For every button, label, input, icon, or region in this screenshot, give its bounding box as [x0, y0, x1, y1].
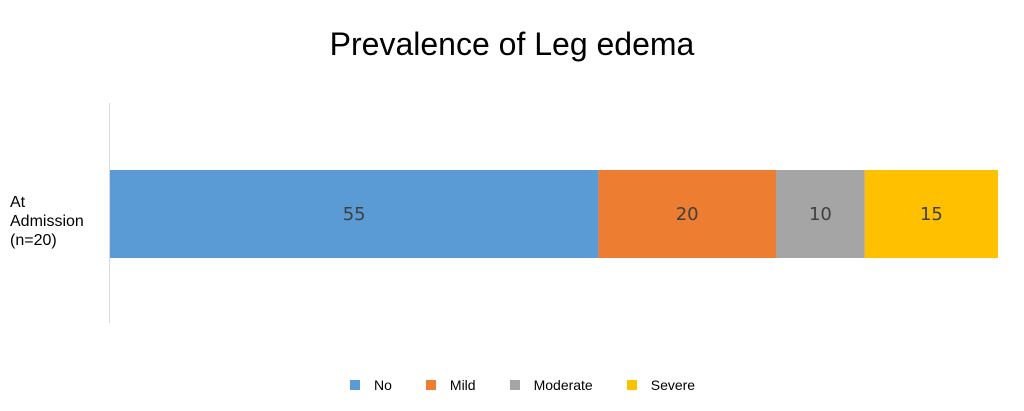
legend-swatch-no	[350, 380, 360, 390]
data-label-mild: 20	[676, 204, 699, 225]
legend-item-moderate: Moderate	[509, 377, 593, 393]
legend-item-mild: Mild	[425, 377, 476, 393]
legend-item-no: No	[350, 377, 392, 393]
legend-label-severe: Severe	[650, 377, 696, 393]
data-label-no: 55	[343, 204, 366, 225]
legend-item-severe: Severe	[626, 377, 696, 393]
legend-label-mild: Mild	[449, 377, 476, 393]
legend-swatch-moderate	[509, 380, 520, 390]
bar-segment-moderate	[776, 170, 865, 258]
bar-segment-no	[110, 170, 599, 258]
legend: No Mild Moderate Severe	[350, 375, 729, 395]
bar-segment-mild	[598, 170, 776, 258]
legend-swatch-mild	[425, 380, 436, 390]
category-label: At Admission (n=20)	[10, 194, 84, 249]
bar-segment-severe	[864, 170, 998, 258]
data-label-moderate: 10	[809, 204, 832, 225]
data-label-severe: 15	[920, 204, 943, 225]
legend-label-moderate: Moderate	[533, 377, 593, 393]
chart-title: Prevalence of Leg edema	[329, 26, 695, 62]
legend-label-no: No	[374, 377, 392, 393]
legend-swatch-severe	[626, 380, 637, 390]
